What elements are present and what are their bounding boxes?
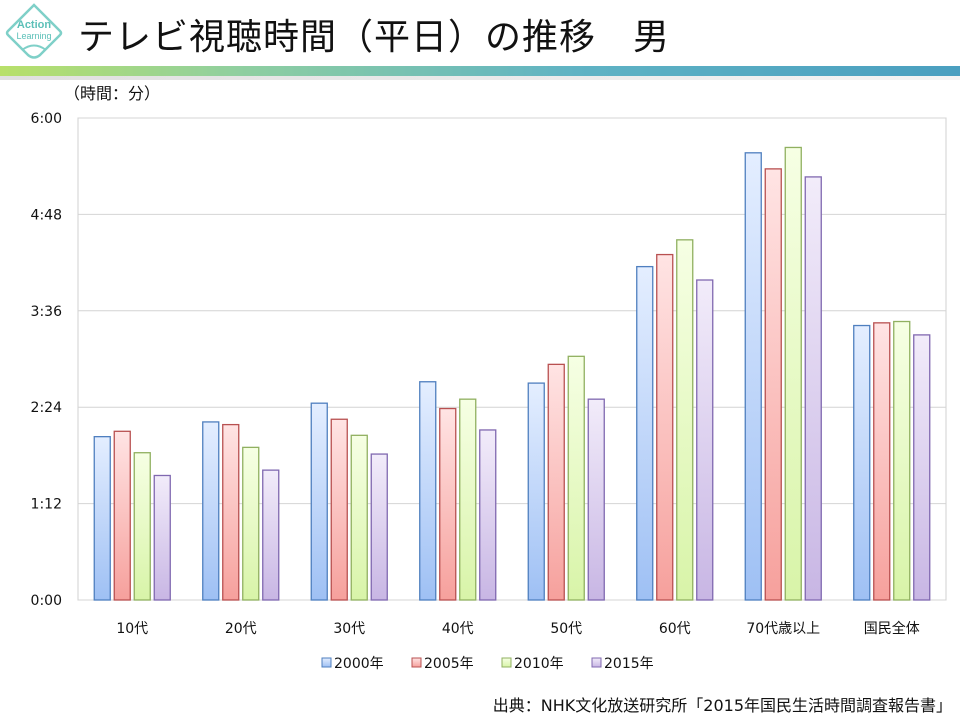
svg-text:Learning: Learning — [16, 31, 51, 41]
bar-2000年-70代歳以上 — [744, 152, 762, 601]
legend-label: 2015年 — [604, 656, 654, 672]
bar-2010年-50代 — [567, 355, 585, 601]
bar-2010年-10代 — [133, 452, 151, 601]
bar-2000年-10代 — [93, 436, 111, 601]
bar-2015年-40代 — [479, 429, 497, 601]
header-accent-bar — [0, 66, 960, 76]
bar-2005年-国民全体 — [873, 322, 891, 601]
bar-2000年-20代 — [202, 421, 220, 601]
bar-2000年-60代 — [636, 265, 654, 601]
bar-2005年-70代歳以上 — [764, 168, 782, 601]
bar-2005年-30代 — [330, 418, 348, 601]
bar-2005年-50代 — [547, 363, 565, 601]
bar-2010年-60代 — [676, 239, 694, 601]
source-note: 出典：NHK文化放送研究所「2015年国民生活時間調査報告書」 — [492, 696, 952, 715]
x-tick-label: 国民全体 — [864, 620, 920, 637]
unit-label: （時間：分） — [64, 84, 161, 103]
x-tick-label: 50代 — [550, 621, 582, 637]
bar-2005年-60代 — [656, 253, 674, 601]
y-tick-label: 3:36 — [31, 304, 63, 320]
bar-2015年-30代 — [370, 453, 388, 601]
x-tick-label: 10代 — [116, 621, 148, 637]
bar-2015年-国民全体 — [913, 334, 931, 601]
bar-2005年-10代 — [113, 430, 131, 601]
y-tick-label: 6:00 — [31, 111, 62, 127]
page-title: テレビ視聴時間（平日）の推移 男 — [78, 17, 671, 58]
x-tick-label: 20代 — [225, 621, 257, 637]
bar-2015年-70代歳以上 — [804, 176, 822, 601]
legend-swatch — [321, 657, 332, 668]
y-tick-label: 4:48 — [31, 207, 62, 223]
legend-swatch — [591, 657, 602, 668]
legend-label: 2010年 — [514, 656, 564, 672]
action-learning-logo: Action Learning — [5, 3, 63, 59]
svg-text:Action: Action — [17, 19, 52, 31]
legend-swatch — [411, 657, 422, 668]
bar-2000年-50代 — [527, 382, 545, 601]
x-tick-label: 70代歳以上 — [746, 621, 820, 637]
y-tick-label: 0:00 — [31, 593, 62, 609]
bar-2005年-40代 — [439, 407, 457, 601]
header-accent-shadow — [0, 76, 960, 80]
bar-2015年-60代 — [696, 279, 714, 601]
bar-2010年-30代 — [350, 434, 368, 601]
bar-2015年-50代 — [587, 398, 605, 601]
bar-2010年-国民全体 — [893, 320, 911, 601]
bar-2010年-40代 — [459, 398, 477, 601]
bar-2000年-国民全体 — [853, 324, 871, 601]
y-tick-label: 1:12 — [31, 497, 62, 513]
bar-2010年-70代歳以上 — [784, 146, 802, 601]
bar-2000年-30代 — [310, 402, 328, 601]
bar-2015年-10代 — [153, 474, 171, 601]
bar-2010年-20代 — [242, 446, 260, 601]
legend-swatch — [501, 657, 512, 668]
x-tick-label: 30代 — [333, 621, 365, 637]
y-tick-label: 2:24 — [31, 400, 63, 416]
legend-label: 2005年 — [424, 656, 474, 672]
legend-label: 2000年 — [334, 656, 384, 672]
x-tick-label: 60代 — [659, 621, 691, 637]
bar-2000年-40代 — [419, 381, 437, 601]
x-tick-label: 40代 — [442, 621, 474, 637]
bar-2005年-20代 — [222, 423, 240, 601]
bar-2015年-20代 — [262, 469, 280, 601]
